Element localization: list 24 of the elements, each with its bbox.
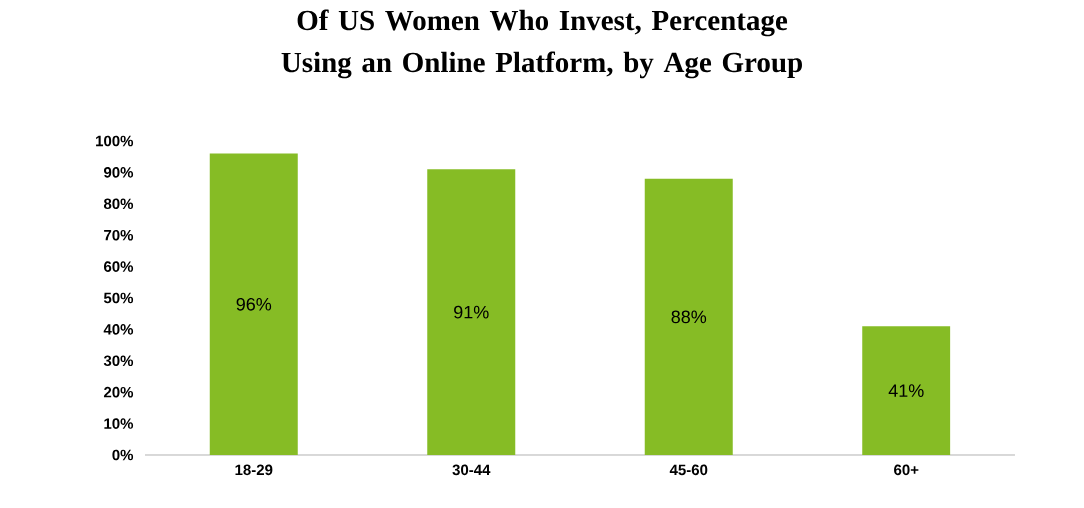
data-label: 96% <box>236 297 272 311</box>
bar <box>209 153 298 455</box>
bar <box>862 326 951 455</box>
bar <box>427 169 516 455</box>
y-tick-label: 90% <box>103 167 134 178</box>
chart-title: Of US Women Who Invest, Percentage Using an Online Platform, by Age Group <box>281 9 802 79</box>
y-tick-label: 80% <box>103 198 134 210</box>
y-tick-label: 60% <box>104 261 134 272</box>
y-tick-label: 70% <box>104 229 134 241</box>
y-tick-label: 20% <box>103 386 134 398</box>
y-tick-label: 100% <box>96 135 134 147</box>
y-tick-label: 40% <box>103 324 134 335</box>
y-tick-label: 50% <box>103 292 134 304</box>
data-label: 91% <box>454 305 489 319</box>
y-tick-label: 10% <box>104 418 134 429</box>
bar <box>644 178 733 455</box>
x-tick-label: 60+ <box>894 464 919 476</box>
data-label: 41% <box>888 384 924 397</box>
y-tick-label: 0% <box>112 449 134 461</box>
x-tick-label: 30-44 <box>452 464 491 476</box>
data-label: 88% <box>671 310 707 324</box>
y-tick-label: 30% <box>103 355 134 367</box>
x-tick-label: 45-60 <box>669 464 708 476</box>
x-tick-label: 18-29 <box>235 464 273 476</box>
